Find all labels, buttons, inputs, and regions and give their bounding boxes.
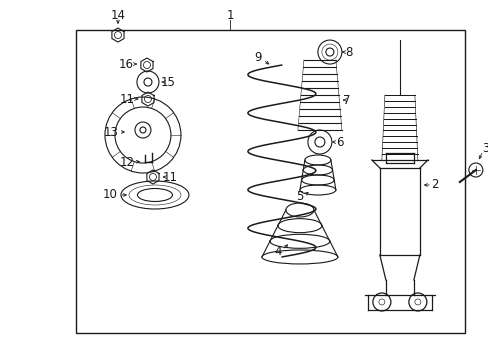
Text: 2: 2 [430,179,438,192]
Text: 1: 1 [226,9,233,22]
Text: 6: 6 [335,135,343,149]
Text: 7: 7 [343,94,350,107]
Text: 4: 4 [274,246,281,258]
Text: 12: 12 [119,156,134,168]
Text: 15: 15 [160,76,175,89]
Text: 13: 13 [103,126,118,139]
Text: 11: 11 [162,171,177,184]
Text: 11: 11 [119,93,134,105]
Text: 8: 8 [345,46,352,59]
Text: 10: 10 [102,189,117,202]
Text: 14: 14 [110,9,125,22]
Text: 16: 16 [118,58,133,71]
Text: 5: 5 [296,190,303,203]
Text: 3: 3 [481,141,488,154]
Text: 9: 9 [254,50,261,63]
Bar [76,30,464,333]
